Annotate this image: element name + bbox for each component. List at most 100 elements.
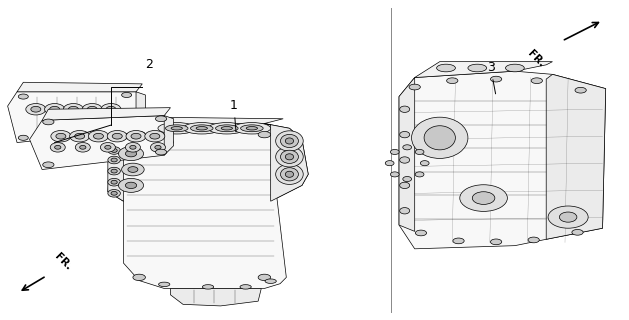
Text: 3: 3 bbox=[487, 61, 496, 94]
Ellipse shape bbox=[437, 64, 455, 72]
Ellipse shape bbox=[258, 274, 270, 281]
Ellipse shape bbox=[165, 125, 188, 132]
Ellipse shape bbox=[133, 132, 145, 138]
Ellipse shape bbox=[125, 182, 136, 188]
Ellipse shape bbox=[121, 163, 144, 176]
Ellipse shape bbox=[240, 285, 251, 289]
Ellipse shape bbox=[150, 142, 165, 152]
Ellipse shape bbox=[415, 149, 424, 155]
Ellipse shape bbox=[460, 185, 508, 212]
Ellipse shape bbox=[196, 127, 208, 130]
Ellipse shape bbox=[133, 274, 145, 281]
Ellipse shape bbox=[246, 127, 257, 130]
Ellipse shape bbox=[386, 161, 394, 166]
Ellipse shape bbox=[43, 119, 54, 125]
Ellipse shape bbox=[75, 133, 85, 139]
Polygon shape bbox=[136, 92, 145, 130]
Ellipse shape bbox=[399, 157, 409, 163]
Ellipse shape bbox=[130, 145, 136, 149]
Ellipse shape bbox=[69, 106, 79, 112]
Ellipse shape bbox=[56, 133, 66, 139]
Ellipse shape bbox=[281, 134, 298, 148]
Ellipse shape bbox=[111, 191, 117, 195]
Ellipse shape bbox=[111, 169, 117, 173]
Text: FR.: FR. bbox=[53, 252, 74, 273]
Ellipse shape bbox=[18, 94, 28, 99]
Ellipse shape bbox=[145, 131, 165, 142]
Ellipse shape bbox=[276, 164, 303, 184]
Ellipse shape bbox=[191, 125, 213, 132]
Ellipse shape bbox=[159, 282, 170, 287]
Ellipse shape bbox=[276, 147, 303, 167]
Ellipse shape bbox=[18, 135, 28, 140]
Ellipse shape bbox=[468, 64, 487, 72]
Ellipse shape bbox=[399, 182, 409, 188]
Polygon shape bbox=[108, 124, 308, 288]
Ellipse shape bbox=[171, 127, 182, 130]
Ellipse shape bbox=[101, 142, 115, 152]
Ellipse shape bbox=[447, 78, 458, 84]
Ellipse shape bbox=[89, 131, 108, 142]
Ellipse shape bbox=[55, 145, 61, 149]
Ellipse shape bbox=[108, 178, 120, 186]
Polygon shape bbox=[170, 288, 261, 306]
Ellipse shape bbox=[216, 125, 238, 132]
Ellipse shape bbox=[131, 133, 141, 139]
Ellipse shape bbox=[281, 150, 298, 164]
Polygon shape bbox=[30, 116, 174, 170]
Polygon shape bbox=[415, 62, 552, 77]
Ellipse shape bbox=[411, 117, 468, 158]
Ellipse shape bbox=[111, 180, 117, 184]
Text: 2: 2 bbox=[145, 58, 153, 71]
Ellipse shape bbox=[50, 106, 60, 112]
Ellipse shape bbox=[101, 104, 121, 115]
Ellipse shape bbox=[506, 64, 525, 72]
Ellipse shape bbox=[121, 134, 131, 139]
Ellipse shape bbox=[491, 76, 502, 82]
Ellipse shape bbox=[155, 149, 167, 155]
Ellipse shape bbox=[112, 133, 122, 139]
Ellipse shape bbox=[276, 131, 303, 151]
Ellipse shape bbox=[43, 162, 54, 168]
Ellipse shape bbox=[548, 206, 588, 228]
Polygon shape bbox=[264, 124, 308, 201]
Ellipse shape bbox=[50, 142, 65, 152]
Ellipse shape bbox=[391, 172, 399, 177]
Ellipse shape bbox=[399, 132, 409, 138]
Ellipse shape bbox=[82, 104, 102, 115]
Ellipse shape bbox=[107, 131, 127, 142]
Ellipse shape bbox=[575, 87, 586, 93]
Ellipse shape bbox=[258, 132, 270, 138]
Ellipse shape bbox=[121, 92, 131, 98]
Ellipse shape bbox=[111, 148, 117, 152]
Ellipse shape bbox=[51, 131, 71, 142]
Ellipse shape bbox=[87, 106, 97, 112]
Ellipse shape bbox=[106, 106, 116, 112]
Ellipse shape bbox=[528, 237, 539, 243]
Text: 1: 1 bbox=[230, 99, 238, 132]
Ellipse shape bbox=[150, 133, 160, 139]
Ellipse shape bbox=[125, 150, 136, 157]
Ellipse shape bbox=[572, 229, 583, 235]
Polygon shape bbox=[399, 71, 606, 249]
Ellipse shape bbox=[286, 171, 294, 177]
Ellipse shape bbox=[94, 133, 103, 139]
Ellipse shape bbox=[45, 104, 65, 115]
Ellipse shape bbox=[118, 178, 143, 192]
Polygon shape bbox=[42, 108, 170, 120]
Ellipse shape bbox=[158, 123, 196, 134]
Polygon shape bbox=[546, 74, 606, 239]
Ellipse shape bbox=[203, 285, 214, 289]
Polygon shape bbox=[164, 116, 174, 155]
Ellipse shape bbox=[128, 167, 138, 172]
Ellipse shape bbox=[559, 212, 577, 222]
Polygon shape bbox=[133, 117, 283, 125]
Ellipse shape bbox=[155, 116, 167, 122]
Ellipse shape bbox=[108, 156, 120, 164]
Ellipse shape bbox=[118, 147, 143, 161]
Ellipse shape bbox=[108, 167, 120, 175]
Ellipse shape bbox=[108, 189, 120, 197]
Ellipse shape bbox=[415, 230, 426, 236]
Ellipse shape bbox=[403, 145, 411, 150]
Ellipse shape bbox=[233, 123, 270, 134]
